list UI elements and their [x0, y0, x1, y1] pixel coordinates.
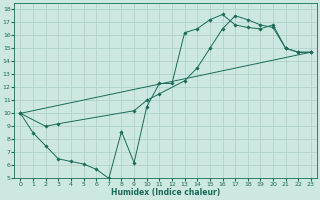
X-axis label: Humidex (Indice chaleur): Humidex (Indice chaleur) — [111, 188, 220, 197]
